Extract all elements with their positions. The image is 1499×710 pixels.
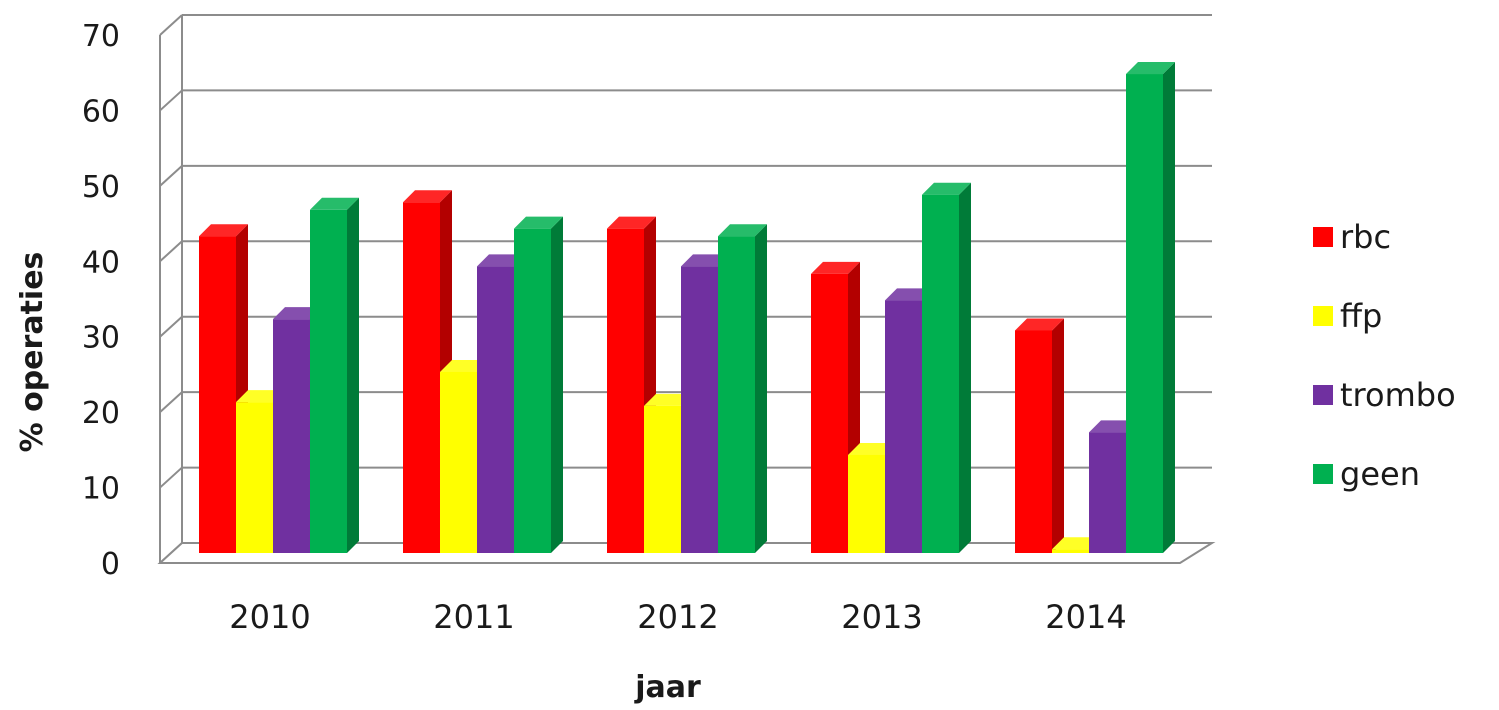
legend-item-rbc: rbc [1313,218,1391,256]
grid-diagonal [159,89,183,112]
bar-geen-2010 [310,197,359,554]
bar-top [1052,537,1101,550]
bar-front [848,454,885,553]
x-tick-label: 2013 [841,598,922,636]
legend-swatch [1313,227,1333,247]
y-tick-label: 60 [82,94,120,129]
legend-label: trombo [1340,376,1456,414]
legend: rbc ffp trombo geen [1313,218,1456,493]
legend-swatch [1313,385,1333,405]
legend-item-trombo: trombo [1313,376,1456,414]
bar-top [848,442,897,455]
bar-front [1015,330,1052,553]
bar-front [811,273,848,553]
bar-front [514,228,551,553]
bar-top [477,254,526,267]
y-axis-tick-labels: 0 10 20 30 40 50 60 70 [82,19,120,582]
bar-side [1052,318,1064,553]
x-tick-label: 2011 [433,598,514,636]
bar-ffp-2010 [236,390,285,553]
bar-top [607,216,656,229]
bar-rbc-2014 [1015,318,1064,553]
y-tick-label: 70 [82,19,120,54]
bar-side [347,197,359,554]
y-tick-label: 10 [82,472,120,507]
bar-front [477,266,514,553]
bar-front [403,202,440,553]
bar-top [403,190,452,203]
x-tick-label: 2014 [1045,598,1126,636]
grid-diagonal [159,165,183,187]
bar-front [236,402,273,553]
legend-label: rbc [1340,218,1391,256]
bar-top [1015,318,1064,331]
grid-diagonal [159,391,183,413]
legend-item-ffp: ffp [1313,297,1382,335]
bar-top [440,359,489,372]
bar-front [199,236,236,553]
bar-front [885,300,922,553]
bar-trombo-2012 [681,254,730,553]
legend-label: ffp [1340,297,1382,335]
bar-geen-2013 [922,182,971,553]
bar-front [718,236,755,553]
bar-front [922,194,959,553]
x-tick-label: 2010 [229,598,310,636]
bar-top [885,288,934,301]
y-axis-title: % operaties [15,252,50,453]
x-axis-tick-labels: 2010 2011 2012 2013 2014 [229,598,1126,636]
y-tick-label: 40 [82,245,120,280]
bar-top [1089,420,1138,433]
bar-top [681,254,730,267]
bar-front [1052,549,1089,553]
bar-front [1089,432,1126,553]
bar-side [551,216,563,553]
bar-front [273,319,310,553]
bar-top [236,390,285,403]
bar-geen-2012 [718,224,767,553]
bar-side [755,224,767,553]
bar-front [644,405,681,553]
bar-top [310,197,359,210]
bar-geen-2014 [1126,62,1175,554]
bar-top [1126,62,1175,75]
grid-diagonal [159,466,183,489]
bar-front [440,371,477,553]
bar-top [514,216,563,229]
bar-side [959,182,971,553]
bar-top [199,224,248,237]
bar-top [644,393,693,406]
x-tick-label: 2012 [637,598,718,636]
legend-swatch [1313,464,1333,484]
bar-side [1163,62,1175,554]
legend-label: geen [1340,455,1420,493]
bar-top [922,182,971,195]
bar-front [607,228,644,553]
y-tick-label: 50 [82,170,120,205]
bar-top [273,307,322,320]
bar-front [1126,74,1163,554]
bar-front [310,209,347,554]
bar-top [718,224,767,237]
grid-diagonal [159,315,183,338]
legend-swatch [1313,306,1333,326]
legend-item-geen: geen [1313,455,1420,493]
grid-diagonal [159,240,183,263]
grid-diagonal [159,14,183,36]
y-tick-label: 30 [82,321,120,356]
bar-geen-2011 [514,216,563,553]
bar-top [811,261,860,274]
y-tick-label: 0 [101,547,120,582]
bars [199,62,1175,554]
y-tick-label: 20 [82,396,120,431]
bar-front [681,266,718,553]
x-axis-title: jaar [634,670,701,705]
